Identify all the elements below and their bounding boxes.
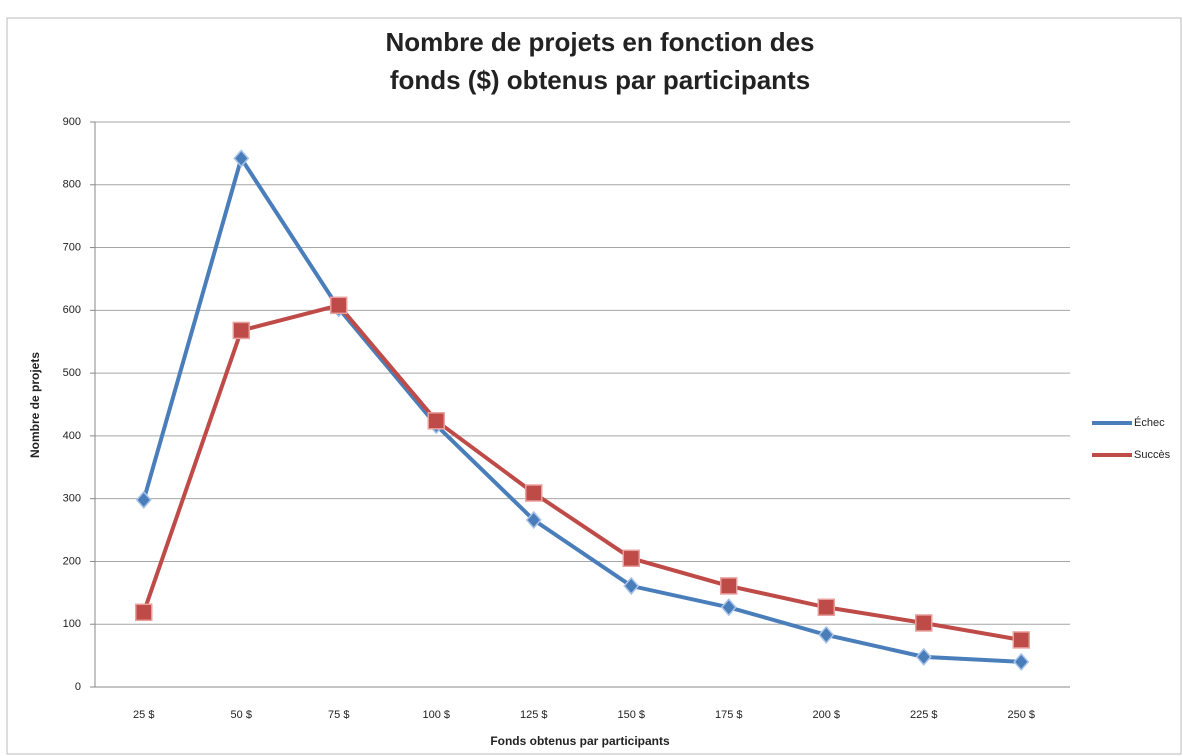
marker bbox=[1013, 652, 1030, 672]
x-tick-label: 125 $ bbox=[520, 709, 548, 721]
x-axis-title: Fonds obtenus par participants bbox=[490, 734, 670, 748]
marker bbox=[622, 549, 640, 568]
y-tick-label: 100 bbox=[63, 618, 81, 630]
legend-label: Échec bbox=[1134, 416, 1165, 429]
marker bbox=[915, 614, 933, 632]
marker bbox=[233, 149, 250, 168]
marker bbox=[720, 577, 738, 595]
marker bbox=[1012, 631, 1030, 649]
marker bbox=[427, 412, 445, 430]
x-tick-label: 150 $ bbox=[617, 709, 645, 721]
marker bbox=[623, 576, 640, 596]
y-tick-label: 700 bbox=[63, 241, 81, 253]
y-tick-label: 400 bbox=[63, 430, 81, 442]
series-line bbox=[141, 156, 1022, 664]
chart-title: Nombre de projets en fonction des bbox=[385, 27, 814, 57]
marker bbox=[525, 510, 542, 530]
chart-title: fonds ($) obtenus par participants bbox=[390, 65, 810, 95]
x-tick-label: 75 $ bbox=[328, 709, 349, 721]
marker bbox=[818, 625, 835, 645]
y-tick-label: 600 bbox=[63, 304, 81, 316]
y-tick-label: 200 bbox=[63, 555, 81, 567]
x-tick-label: 100 $ bbox=[422, 709, 450, 721]
x-tick-label: 200 $ bbox=[812, 709, 840, 721]
x-tick-label: 250 $ bbox=[1007, 709, 1035, 721]
marker bbox=[720, 598, 737, 617]
marker bbox=[817, 598, 835, 617]
chart-frame bbox=[6, 17, 1182, 755]
marker bbox=[330, 296, 348, 315]
x-tick-label: 225 $ bbox=[910, 709, 938, 721]
marker bbox=[135, 490, 152, 510]
x-tick-label: 25 $ bbox=[133, 709, 154, 721]
y-tick-label: 500 bbox=[63, 367, 81, 379]
y-tick-label: 0 bbox=[75, 681, 81, 693]
x-tick-label: 50 $ bbox=[231, 709, 252, 721]
marker bbox=[232, 321, 250, 340]
legend-label: Succès bbox=[1134, 449, 1171, 461]
series-line bbox=[141, 303, 1022, 642]
marker bbox=[915, 647, 932, 667]
y-tick-label: 900 bbox=[63, 116, 81, 128]
x-tick-label: 175 $ bbox=[715, 709, 743, 721]
marker bbox=[135, 603, 153, 622]
y-axis-title: Nombre de projets bbox=[28, 352, 42, 458]
y-tick-label: 800 bbox=[63, 179, 81, 191]
y-tick-label: 300 bbox=[63, 493, 81, 505]
marker bbox=[525, 484, 543, 502]
